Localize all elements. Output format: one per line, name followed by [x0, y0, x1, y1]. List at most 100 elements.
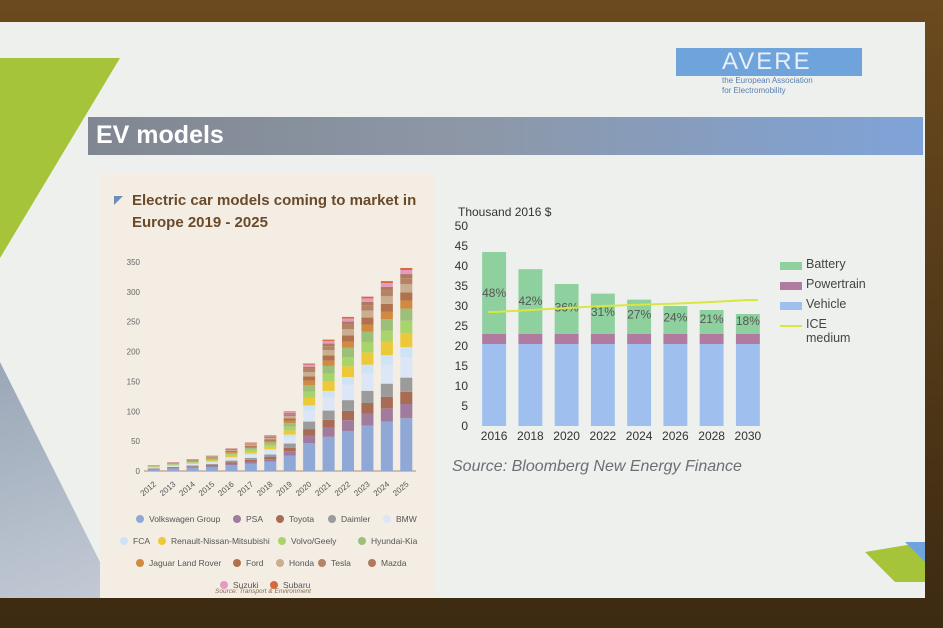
- bar-segment: [303, 443, 316, 471]
- bar-segment: [283, 414, 296, 417]
- legend-swatch: [278, 537, 286, 545]
- bar-segment: [341, 366, 355, 378]
- bar-segment: [322, 390, 335, 398]
- bar-segment: [303, 368, 316, 373]
- bar-segment: [205, 457, 219, 459]
- legend-item: FCA: [120, 536, 150, 546]
- legend-item: Subaru: [270, 580, 310, 590]
- bar-segment: [186, 467, 199, 468]
- bar-segment: [205, 458, 219, 460]
- x-tick-label: 2023: [352, 479, 372, 498]
- bar-segment: [380, 421, 393, 471]
- bar-segment: [482, 252, 507, 334]
- bar-segment: [186, 461, 199, 463]
- bar-segment: [400, 278, 413, 285]
- bar-segment: [380, 408, 393, 422]
- bar-segment: [361, 373, 374, 391]
- legend-swatch: [233, 515, 241, 523]
- legend-item: Renault-Nissan-Mitsubishi: [158, 536, 270, 546]
- legend-swatch: [780, 262, 802, 270]
- x-tick-label: 2016: [216, 479, 236, 498]
- y-tick-label: 50: [455, 219, 469, 233]
- bar-segment: [554, 334, 579, 344]
- bar-segment: [590, 334, 615, 344]
- bar-segment: [554, 344, 579, 426]
- bar-segment: [322, 360, 335, 366]
- battery-share-label: 27%: [627, 308, 651, 322]
- legend-item: Jaguar Land Rover: [136, 558, 221, 568]
- bar-segment: [205, 466, 219, 471]
- logo-subtitle-line2: for Electromobility: [722, 86, 786, 95]
- bar-segment: [380, 319, 393, 331]
- bar-segment: [283, 430, 296, 435]
- bar-segment: [400, 300, 413, 309]
- bar-segment: [400, 377, 413, 392]
- bar-segment: [322, 427, 335, 437]
- bar-segment: [322, 340, 335, 344]
- bar-segment: [341, 316, 355, 319]
- bar-segment: [167, 467, 180, 469]
- bar-segment: [283, 420, 296, 424]
- bar-segment: [303, 385, 316, 392]
- bar-segment: [186, 463, 199, 465]
- bar-segment: [322, 373, 335, 382]
- bar-segment: [264, 446, 277, 450]
- bar-segment: [361, 425, 374, 471]
- x-tick-label: 2020: [294, 479, 314, 498]
- ice-medium-line: [488, 299, 758, 313]
- legend-label: ICE medium: [806, 317, 851, 345]
- bar-segment: [400, 267, 413, 271]
- bar-segment: [400, 357, 413, 378]
- legend-swatch: [158, 537, 166, 545]
- legend-label: FCA: [133, 536, 150, 546]
- legend-label: Hyundai-Kia: [371, 536, 418, 546]
- bar-segment: [283, 418, 296, 421]
- left-chart-source: Source: Transport & Environment: [215, 588, 311, 595]
- battery-share-label: 18%: [736, 314, 760, 328]
- battery-share-label: 42%: [518, 294, 542, 308]
- bar-segment: [400, 292, 413, 301]
- bar-segment: [341, 341, 355, 348]
- bar-segment: [205, 460, 219, 462]
- bar-segment: [186, 467, 199, 471]
- bar-segment: [361, 390, 374, 403]
- bar-segment: [264, 439, 277, 441]
- bar-segment: [400, 404, 413, 419]
- bar-segment: [361, 310, 374, 318]
- y-tick-label: 25: [455, 319, 469, 333]
- legend-label: Subaru: [283, 580, 311, 590]
- legend-swatch: [276, 559, 284, 567]
- bar-segment: [225, 460, 238, 463]
- bar-segment: [283, 423, 296, 427]
- bar-segment: [264, 444, 277, 447]
- x-tick-label: 2022: [590, 429, 617, 443]
- legend-label: Powertrain: [806, 277, 866, 291]
- bar-segment: [244, 443, 257, 445]
- bar-segment: [361, 296, 374, 299]
- bar-segment: [167, 463, 180, 465]
- bar-segment: [283, 455, 296, 471]
- bar-segment: [322, 350, 335, 356]
- legend-swatch: [780, 302, 802, 310]
- bar-segment: [264, 440, 277, 443]
- legend-label: Volvo/Geely: [291, 536, 337, 546]
- legend-label: Daimler: [341, 514, 371, 524]
- bar-segment: [518, 344, 543, 426]
- bar-segment: [322, 381, 335, 391]
- bar-segment: [341, 430, 355, 471]
- bar-segment: [264, 442, 277, 445]
- legend-item: Hyundai-Kia: [358, 536, 417, 546]
- bar-segment: [303, 391, 316, 398]
- bar-segment: [283, 437, 296, 444]
- bar-segment: [322, 339, 335, 341]
- bar-segment: [225, 451, 238, 452]
- bar-segment: [244, 461, 257, 464]
- legend-label: Honda: [289, 558, 315, 568]
- corner-decoration: [865, 542, 925, 582]
- legend-label: PSA: [246, 514, 264, 524]
- bar-segment: [380, 281, 393, 284]
- legend-label: Toyota: [289, 514, 315, 524]
- bar-segment: [400, 274, 413, 279]
- bar-segment: [361, 324, 374, 332]
- bar-segment: [518, 269, 543, 334]
